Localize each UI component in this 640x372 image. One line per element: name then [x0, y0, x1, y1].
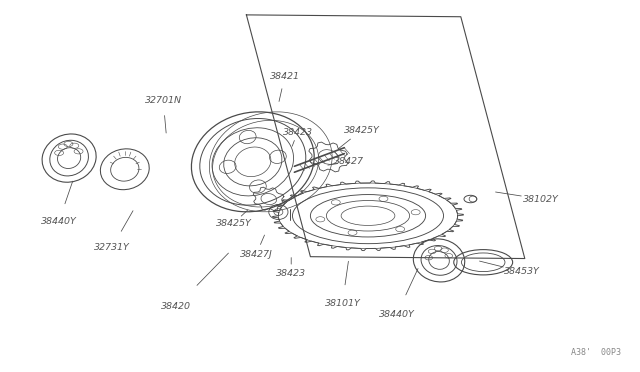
- Text: 38453Y: 38453Y: [504, 267, 540, 276]
- Text: 38102Y: 38102Y: [523, 195, 559, 203]
- Text: 38440Y: 38440Y: [379, 310, 415, 319]
- Text: 32701N: 32701N: [145, 96, 182, 105]
- Text: 38101Y: 38101Y: [324, 299, 360, 308]
- Text: 38421: 38421: [270, 72, 300, 81]
- Text: 38425Y: 38425Y: [344, 126, 380, 135]
- Text: 32731Y: 32731Y: [94, 243, 130, 252]
- Text: 38427J: 38427J: [239, 250, 273, 259]
- Text: 38440Y: 38440Y: [41, 217, 77, 226]
- Text: 38420: 38420: [161, 302, 191, 311]
- Text: A38'  00P3: A38' 00P3: [571, 348, 621, 357]
- Text: 38425Y: 38425Y: [216, 219, 252, 228]
- Text: 38423: 38423: [276, 269, 306, 278]
- Text: 38427: 38427: [334, 157, 364, 166]
- Text: 38423: 38423: [283, 128, 312, 137]
